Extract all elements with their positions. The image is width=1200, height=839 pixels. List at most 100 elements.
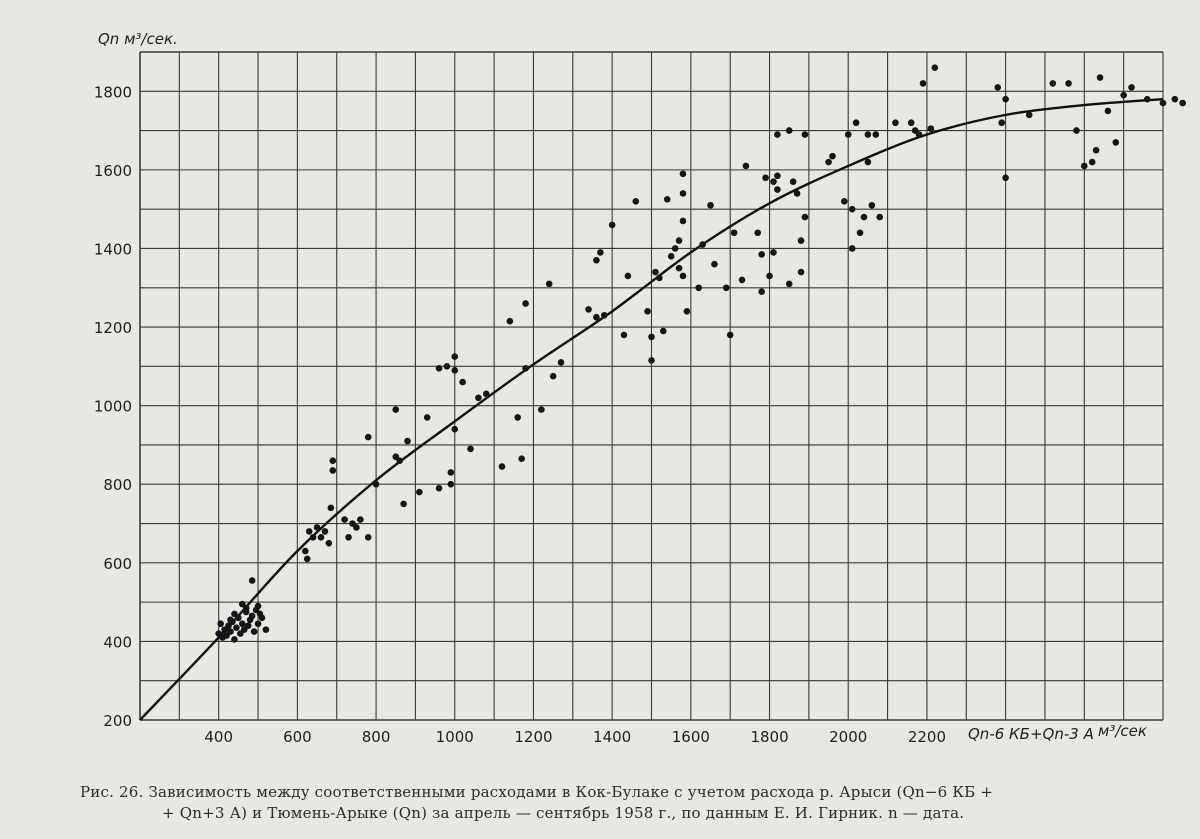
data-point bbox=[364, 533, 372, 541]
data-point bbox=[396, 457, 403, 464]
data-point bbox=[482, 390, 490, 398]
data-point bbox=[227, 616, 234, 624]
x-axis-unit: м³/сек bbox=[1098, 722, 1147, 740]
data-point bbox=[742, 162, 750, 170]
data-point bbox=[506, 317, 514, 325]
data-point bbox=[231, 610, 238, 618]
data-point bbox=[1128, 84, 1135, 91]
caption-line-1: Рис. 26. Зависимость между соответственн… bbox=[80, 783, 994, 801]
x-tick-label: 400 bbox=[204, 728, 233, 746]
data-point bbox=[770, 249, 777, 256]
data-point bbox=[789, 178, 797, 185]
y-tick-label: 1200 bbox=[94, 319, 132, 337]
data-point bbox=[1171, 95, 1179, 103]
data-point bbox=[675, 237, 683, 244]
data-point bbox=[357, 516, 364, 523]
data-point bbox=[927, 125, 935, 132]
data-point bbox=[227, 628, 234, 635]
data-point bbox=[766, 272, 773, 280]
x-tick-label: 2200 bbox=[908, 728, 946, 746]
data-point bbox=[797, 237, 805, 244]
data-point bbox=[660, 327, 667, 335]
data-point bbox=[404, 437, 411, 445]
data-point bbox=[675, 264, 683, 272]
data-point bbox=[353, 524, 360, 531]
data-point bbox=[364, 433, 372, 441]
data-point bbox=[329, 467, 337, 474]
data-point bbox=[1049, 80, 1057, 87]
data-point bbox=[392, 406, 400, 413]
data-point bbox=[451, 353, 459, 360]
data-point bbox=[774, 131, 781, 138]
data-point bbox=[919, 80, 927, 87]
data-point bbox=[545, 280, 553, 288]
data-point bbox=[770, 178, 777, 185]
data-point bbox=[931, 64, 939, 72]
data-point bbox=[1092, 146, 1100, 154]
data-point bbox=[600, 311, 608, 319]
data-point bbox=[345, 533, 352, 541]
x-tick-label: 1400 bbox=[593, 728, 631, 746]
data-point bbox=[301, 547, 309, 555]
y-tick-label: 600 bbox=[103, 555, 132, 573]
x-tick-label: 1000 bbox=[436, 728, 474, 746]
y-tick-label: 1800 bbox=[94, 83, 132, 101]
data-point bbox=[341, 516, 348, 523]
data-point bbox=[1159, 99, 1167, 107]
y-tick-label: 1400 bbox=[94, 240, 132, 258]
data-point bbox=[239, 620, 246, 628]
data-point bbox=[797, 268, 805, 276]
data-point bbox=[522, 365, 529, 372]
data-point bbox=[1179, 99, 1186, 107]
data-point bbox=[451, 425, 459, 433]
data-point bbox=[400, 500, 407, 508]
data-point bbox=[1120, 91, 1127, 99]
data-point bbox=[663, 196, 671, 203]
data-point bbox=[416, 488, 423, 496]
x-tick-labels: 400 600 800 1000 1200 1400 1600 1800 2000 2200 bbox=[204, 728, 946, 746]
data-point bbox=[711, 260, 718, 268]
data-point bbox=[774, 186, 781, 193]
data-point bbox=[624, 272, 632, 280]
data-point bbox=[217, 620, 224, 628]
data-point bbox=[656, 274, 663, 282]
data-point bbox=[522, 300, 529, 307]
data-point bbox=[699, 241, 706, 248]
x-tick-label: 1200 bbox=[514, 728, 552, 746]
data-point bbox=[848, 205, 856, 213]
x-axis-label: Qn-6 КБ+Qn-3 А bbox=[968, 725, 1094, 743]
data-point bbox=[738, 276, 746, 284]
data-point bbox=[785, 280, 793, 288]
y-tick-label: 1000 bbox=[94, 398, 132, 416]
data-point bbox=[632, 198, 640, 205]
data-point bbox=[1112, 139, 1120, 146]
data-point bbox=[683, 308, 691, 315]
data-point bbox=[498, 463, 506, 470]
caption-line-2: + Qn+3 А) и Тюмень-Арыке (Qn) за апрель … bbox=[162, 804, 965, 822]
data-point bbox=[620, 331, 628, 339]
data-point bbox=[907, 119, 915, 127]
data-point bbox=[250, 628, 258, 635]
data-point bbox=[233, 624, 240, 631]
data-point bbox=[321, 528, 329, 535]
data-point bbox=[864, 158, 872, 166]
x-tick-label: 600 bbox=[283, 728, 312, 746]
data-point bbox=[994, 84, 1002, 91]
data-point bbox=[258, 614, 266, 622]
data-point bbox=[305, 528, 313, 535]
y-axis-label: Qn м³/сек. bbox=[98, 30, 178, 48]
data-point bbox=[1104, 107, 1112, 115]
data-point bbox=[648, 333, 655, 341]
data-point bbox=[679, 217, 687, 225]
data-point bbox=[447, 480, 455, 488]
data-point bbox=[435, 484, 443, 492]
data-point bbox=[459, 378, 466, 386]
data-point bbox=[327, 504, 335, 512]
data-point bbox=[608, 221, 616, 229]
x-tick-label: 1600 bbox=[672, 728, 710, 746]
data-point bbox=[325, 539, 333, 547]
data-point bbox=[248, 612, 256, 620]
y-tick-label: 1600 bbox=[94, 162, 132, 180]
data-point bbox=[840, 198, 848, 205]
fit-curve bbox=[139, 97, 1164, 721]
